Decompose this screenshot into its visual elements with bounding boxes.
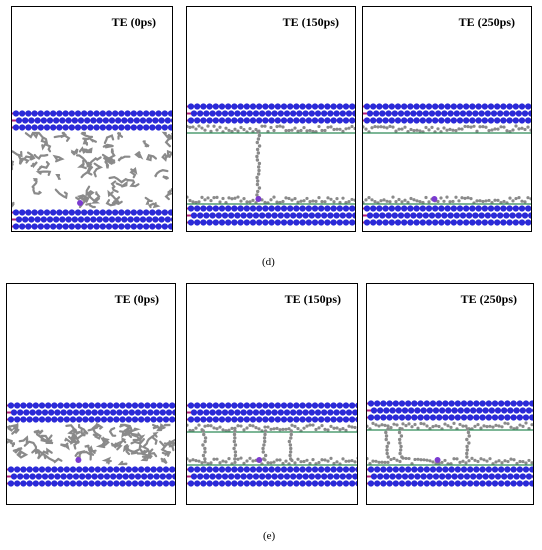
caption-e: (e) bbox=[263, 530, 276, 542]
md-snapshot-e-0ps bbox=[7, 402, 175, 487]
md-snapshot-d-250ps bbox=[363, 103, 531, 226]
metal-atom-layer bbox=[7, 402, 175, 423]
adsorbed-film bbox=[367, 421, 533, 431]
panel-title: TE (0ps) bbox=[111, 15, 156, 29]
marker-atom bbox=[256, 457, 263, 463]
metal-atom-layer bbox=[12, 110, 172, 131]
panel-e-te-0ps: TE (0ps) bbox=[6, 283, 176, 505]
marker-atom bbox=[77, 200, 84, 206]
marker-atom bbox=[75, 457, 82, 463]
marker-atom bbox=[434, 457, 441, 463]
caption-d: (d) bbox=[262, 256, 275, 268]
md-snapshot-e-150ps bbox=[187, 402, 357, 487]
molecular-bridge bbox=[261, 429, 268, 461]
molecular-bridge bbox=[397, 427, 404, 459]
marker-atom bbox=[431, 196, 438, 202]
metal-atom-layer bbox=[12, 209, 172, 230]
adsorbed-film bbox=[363, 195, 531, 205]
panel-d-te-150ps: TE (150ps) bbox=[186, 6, 356, 232]
molecular-bridge bbox=[465, 427, 471, 459]
adsorbed-film bbox=[187, 124, 355, 134]
metal-atom-layer bbox=[363, 205, 531, 226]
panel-e-te-150ps: TE (150ps) bbox=[186, 283, 358, 505]
md-snapshot-d-0ps bbox=[12, 110, 172, 230]
metal-atom-layer bbox=[7, 466, 175, 487]
panel-d-te-0ps: TE (0ps) bbox=[11, 6, 173, 232]
molecular-bridge bbox=[287, 429, 293, 461]
metal-atom-layer bbox=[367, 400, 533, 421]
metal-atom-layer bbox=[187, 205, 355, 226]
panel-title: TE (0ps) bbox=[114, 292, 159, 306]
metal-atom-layer bbox=[187, 466, 357, 487]
md-snapshot-e-250ps bbox=[367, 400, 533, 487]
panel-d-te-250ps: TE (250ps) bbox=[362, 6, 532, 232]
marker-atom bbox=[255, 196, 262, 202]
panel-title: TE (150ps) bbox=[282, 15, 339, 29]
adsorbed-film bbox=[187, 195, 355, 205]
molecular-bridge bbox=[384, 427, 391, 459]
adsorbed-film bbox=[187, 423, 357, 433]
panel-title: TE (150ps) bbox=[284, 292, 341, 306]
adsorbed-film bbox=[367, 456, 533, 466]
panel-title: TE (250ps) bbox=[460, 292, 517, 306]
metal-atom-layer bbox=[363, 103, 531, 124]
metal-atom-layer bbox=[367, 466, 533, 487]
lubricant-molecules bbox=[12, 131, 172, 209]
lubricant-molecules bbox=[7, 420, 175, 466]
molecular-bridge bbox=[232, 429, 238, 461]
panel-e-te-250ps: TE (250ps) bbox=[366, 283, 534, 505]
adsorbed-film bbox=[187, 456, 357, 466]
molecular-bridge bbox=[255, 130, 262, 201]
panel-title: TE (250ps) bbox=[458, 15, 515, 29]
adsorbed-film bbox=[363, 124, 531, 134]
metal-atom-layer bbox=[187, 103, 355, 124]
molecular-bridge bbox=[201, 429, 208, 461]
md-snapshot-d-150ps bbox=[187, 103, 355, 226]
metal-atom-layer bbox=[187, 402, 357, 423]
